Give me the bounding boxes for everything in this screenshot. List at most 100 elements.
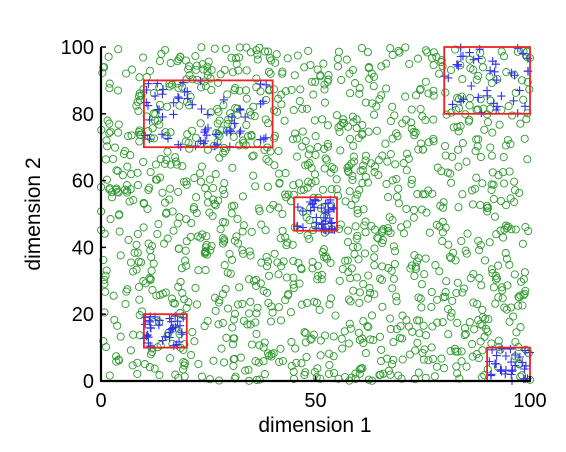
cluster-5-point [507, 370, 516, 379]
background-point [360, 249, 370, 258]
background-point [274, 146, 283, 156]
background-point [448, 296, 457, 305]
background-point [289, 374, 298, 383]
background-point [520, 268, 529, 277]
background-point [353, 242, 362, 252]
background-point [454, 203, 463, 212]
background-point [101, 271, 110, 280]
background-point [235, 283, 244, 292]
cluster-1-point [163, 134, 173, 143]
background-point [407, 105, 416, 114]
cluster-5-point [492, 351, 501, 360]
background-point [304, 150, 313, 159]
background-point [389, 355, 398, 364]
background-point [373, 233, 382, 242]
background-point [327, 163, 336, 172]
background-point [203, 191, 212, 200]
cluster-1-point [256, 135, 265, 144]
background-point [238, 299, 247, 308]
background-point [355, 298, 364, 307]
background-point [403, 220, 412, 229]
background-point [453, 318, 462, 327]
background-point [304, 46, 313, 55]
background-point [316, 374, 325, 383]
background-point [354, 328, 363, 337]
background-point [388, 176, 397, 185]
background-point [235, 86, 244, 95]
background-point [404, 322, 413, 331]
background-point [364, 375, 373, 384]
background-point [267, 352, 276, 361]
background-point [301, 368, 310, 377]
background-point [458, 190, 467, 199]
background-point [126, 258, 136, 267]
background-point [355, 89, 364, 98]
background-point [457, 347, 466, 356]
background-point [134, 282, 144, 292]
background-point [305, 234, 314, 243]
background-point [349, 286, 358, 295]
background-point [289, 106, 298, 115]
background-point [325, 300, 334, 309]
background-point [241, 86, 251, 95]
cluster-2-point [518, 49, 527, 58]
background-point [289, 181, 298, 190]
cluster-4-point [155, 316, 164, 325]
background-point [514, 301, 523, 310]
background-point [457, 236, 466, 246]
background-point [271, 58, 280, 67]
cluster-4-point [165, 328, 174, 337]
background-point [370, 168, 379, 177]
background-point [205, 375, 214, 384]
background-point [218, 185, 228, 194]
background-point [473, 142, 482, 151]
background-point [355, 369, 364, 378]
background-point [276, 234, 285, 243]
background-point [477, 373, 487, 382]
background-point [205, 175, 215, 184]
background-point [187, 126, 196, 135]
background-point [260, 338, 269, 347]
background-point [475, 246, 484, 255]
background-point [409, 206, 419, 215]
background-point [433, 318, 442, 327]
background-point [363, 48, 372, 57]
cluster-5-point [511, 350, 520, 360]
background-point [330, 368, 339, 378]
background-point [191, 283, 200, 293]
background-point [245, 309, 254, 318]
background-point [313, 143, 322, 152]
background-point [247, 132, 256, 141]
background-point [211, 170, 220, 179]
background-point [512, 328, 521, 337]
background-point [468, 340, 477, 349]
cluster-1-point [236, 105, 245, 115]
background-point [248, 152, 257, 161]
background-point [124, 132, 133, 141]
background-point [487, 185, 496, 195]
cluster-1-point [174, 94, 184, 103]
background-point [182, 177, 191, 186]
background-point [388, 284, 397, 293]
background-point [238, 227, 247, 236]
background-point [150, 364, 159, 373]
background-point [405, 59, 414, 69]
background-point [165, 354, 175, 363]
background-point [181, 246, 190, 255]
background-point [416, 104, 425, 114]
background-point [364, 323, 373, 332]
background-point [386, 44, 395, 53]
background-point [406, 264, 415, 273]
background-point [238, 192, 247, 201]
background-point [502, 68, 511, 77]
background-point [307, 77, 316, 86]
background-point [394, 199, 403, 208]
background-point [361, 217, 370, 226]
background-point [429, 137, 438, 146]
background-point [215, 153, 224, 162]
background-point [503, 135, 512, 145]
background-point [137, 307, 147, 316]
cluster-1-point [235, 128, 244, 138]
background-point [390, 259, 399, 269]
background-point [472, 173, 481, 182]
